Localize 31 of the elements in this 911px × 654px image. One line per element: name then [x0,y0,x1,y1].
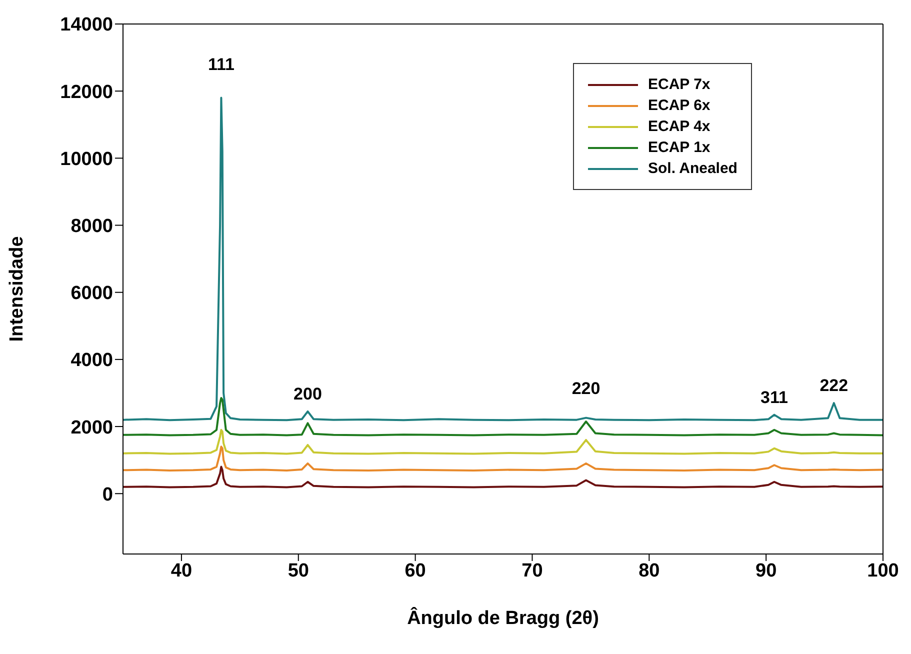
y-tick-label: 10000 [60,148,113,170]
line-series [123,446,883,472]
x-tick-label: 50 [288,560,309,582]
legend-label: ECAP 4x [648,117,710,137]
x-tick-label: 60 [404,560,426,582]
y-tick-label: 2000 [70,417,113,438]
x-tick-label: 90 [756,560,777,582]
y-tick-label: 4000 [70,350,113,372]
legend-label: ECAP 6x [648,96,710,116]
line-series [123,466,883,488]
line-series [123,428,883,455]
y-tick-label: 8000 [70,216,113,238]
line-series [123,96,883,422]
x-axis-title: Ângulo de Bragg (2θ) [407,606,599,629]
legend-label: ECAP 7x [648,75,710,95]
annotation: 311 [760,388,788,407]
x-tick-label: 80 [638,560,660,582]
legend-label: ECAP 1x [648,138,710,158]
y-tick-label: 0 [102,484,113,506]
annotation: 200 [294,384,322,404]
y-axis-title: Intensidade [6,236,28,342]
annotation: 111 [208,54,234,74]
x-tick-label: 100 [867,560,899,582]
y-tick-label: 6000 [70,283,113,304]
y-tick-label: 12000 [60,82,113,103]
annotation: 222 [820,376,848,396]
x-tick-label: 40 [170,560,192,582]
legend-label: Sol. Anealed [648,159,738,179]
annotation: 220 [572,378,600,398]
y-tick-label: 14000 [60,14,113,36]
x-tick-label: 70 [522,560,543,582]
